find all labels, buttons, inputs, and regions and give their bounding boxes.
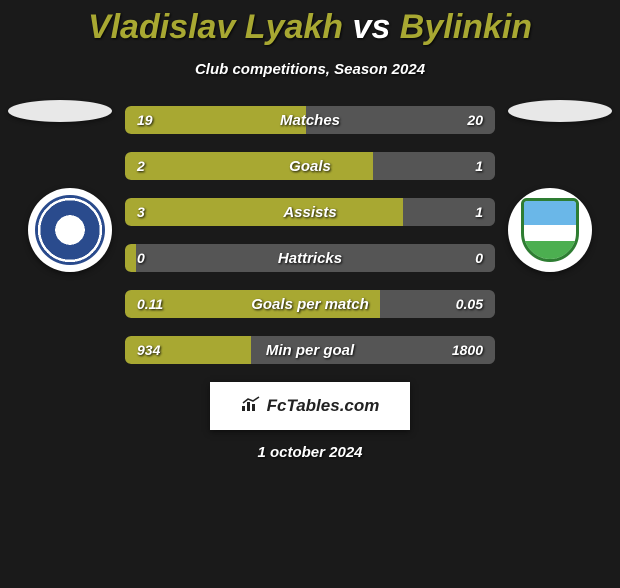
- player2-title-name: Bylinkin: [400, 8, 532, 46]
- stats-bars: 19 20 Matches 2 1 Goals 3 1 Assists 0 0 Hattricks 0.…: [125, 106, 495, 364]
- stat-value-left: 0: [137, 250, 145, 266]
- stat-value-left: 0.11: [137, 296, 163, 312]
- stat-row: 2 1 Goals: [125, 152, 495, 180]
- stat-value-right: 0: [475, 250, 483, 266]
- team1-badge: [28, 188, 112, 272]
- stat-value-left: 934: [137, 342, 160, 358]
- player2-avatar-placeholder: [508, 100, 612, 122]
- stat-row: 19 20 Matches: [125, 106, 495, 134]
- date-label: 1 october 2024: [0, 444, 620, 461]
- stat-label: Goals per match: [251, 296, 369, 313]
- stat-value-right: 1: [475, 204, 483, 220]
- stat-value-left: 2: [137, 158, 145, 174]
- stat-value-left: 3: [137, 204, 145, 220]
- stat-value-right: 1800: [452, 342, 483, 358]
- stat-value-right: 20: [467, 112, 483, 128]
- stat-label: Matches: [280, 112, 340, 129]
- team1-badge-icon: [35, 195, 105, 265]
- stat-value-left: 19: [137, 112, 153, 128]
- stat-row: 3 1 Assists: [125, 198, 495, 226]
- team2-badge: [508, 188, 592, 272]
- title-vs: vs: [353, 8, 400, 46]
- stat-label: Assists: [283, 204, 336, 221]
- stat-bar-left-fill: [125, 198, 403, 226]
- comparison-area: 19 20 Matches 2 1 Goals 3 1 Assists 0 0 Hattricks 0.…: [0, 106, 620, 364]
- stat-bar-left-fill: [125, 244, 136, 272]
- branding-badge[interactable]: FcTables.com: [210, 382, 410, 430]
- stat-label: Min per goal: [266, 342, 354, 359]
- stat-label: Goals: [289, 158, 331, 175]
- player1-avatar-placeholder: [8, 100, 112, 122]
- stat-row: 0.11 0.05 Goals per match: [125, 290, 495, 318]
- stat-label: Hattricks: [278, 250, 342, 267]
- player1-title-name: Vladislav Lyakh: [88, 8, 343, 46]
- stat-row: 934 1800 Min per goal: [125, 336, 495, 364]
- branding-text: FcTables.com: [267, 396, 380, 416]
- stat-bar-left-fill: [125, 152, 373, 180]
- stat-bar-right-fill: [484, 244, 495, 272]
- team2-badge-icon: [521, 198, 579, 262]
- page-title: Vladislav Lyakh vs Bylinkin: [0, 8, 620, 47]
- stat-row: 0 0 Hattricks: [125, 244, 495, 272]
- stat-value-right: 1: [475, 158, 483, 174]
- subtitle: Club competitions, Season 2024: [0, 61, 620, 78]
- chart-icon: [241, 396, 261, 417]
- stat-value-right: 0.05: [456, 296, 483, 312]
